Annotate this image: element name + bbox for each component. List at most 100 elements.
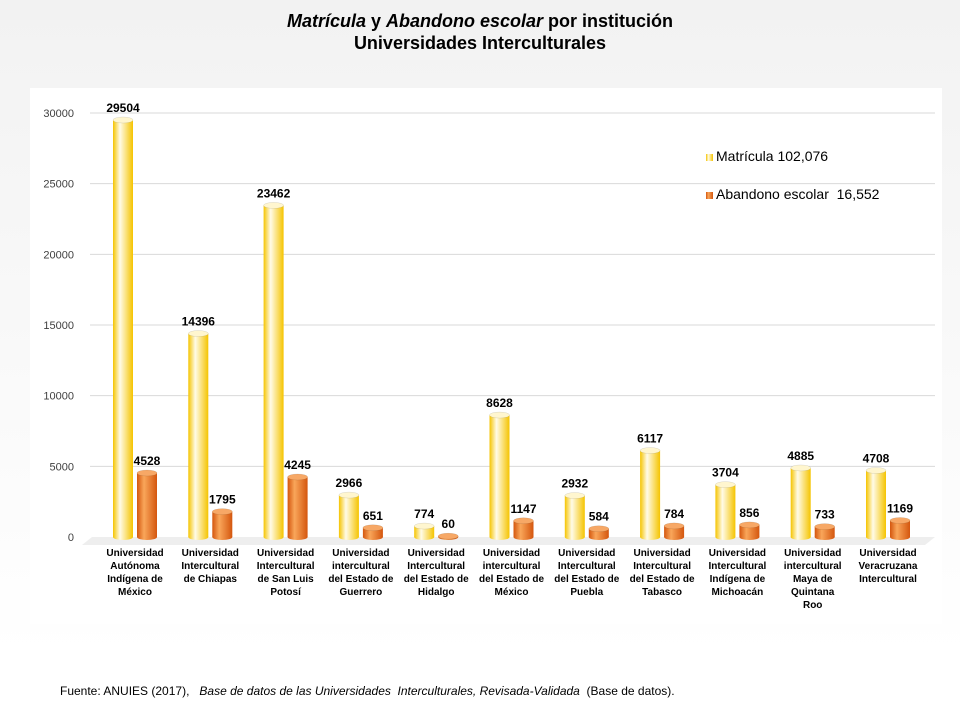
x-tick-label: Universidad Intercultural del Estado de Tab…	[630, 548, 695, 598]
x-tick-label-line: del Estado de	[328, 574, 393, 585]
y-tick-label: 30000	[43, 108, 74, 120]
title-line-2: Universidades Interculturales	[353, 33, 607, 53]
bar-matricula	[865, 467, 887, 540]
x-tick-label-line: Veracruzana	[859, 561, 918, 572]
bar-matricula	[338, 491, 360, 540]
title-por-institucion: por institución	[543, 11, 674, 31]
bar-abandono-body	[890, 520, 910, 537]
plot-panel: 0 5000 10000 15000 20000 25000 30000 29504 4528 U…	[30, 88, 942, 624]
x-tick-label-line: Universidad	[859, 548, 916, 559]
x-tick-label-line: Intercultural	[181, 561, 239, 572]
bar-matricula-body	[564, 495, 585, 537]
x-tick-label-line: Universidad	[106, 548, 163, 559]
bar-abandono-body	[362, 527, 383, 537]
bar-abandono	[287, 473, 308, 540]
x-tick-label-line: del Estado de	[404, 574, 469, 585]
data-label-matricula: 29504	[106, 101, 140, 115]
bar-abandono	[739, 521, 760, 540]
x-tick-label-line: Universidad	[633, 548, 690, 559]
bar-matricula-base	[715, 534, 736, 540]
x-tick-label-line: Quintana	[791, 587, 835, 598]
bar-abandono	[136, 469, 158, 540]
data-label-matricula: 4708	[863, 451, 890, 465]
bar-abandono-top	[739, 521, 760, 529]
bar-matricula	[639, 447, 661, 540]
bar-abandono-top	[212, 508, 233, 515]
data-label-matricula: 2966	[336, 476, 363, 490]
x-tick-label: Universidad intercultural Maya de Quintana R…	[784, 548, 842, 611]
x-tick-label-line: intercultural	[483, 561, 541, 572]
x-tick-label-line: Universidad	[408, 548, 465, 559]
x-tick-label-line: Intercultural	[407, 561, 465, 572]
x-tick-label-line: Potosí	[270, 587, 302, 598]
title-line-1: Matrícula y Abandono escolar por institu…	[0, 10, 960, 32]
bar-matricula	[263, 202, 284, 540]
bar-matricula-top	[263, 202, 284, 209]
x-tick-label: Universidad intercultural del Estado de Méx…	[479, 548, 544, 598]
bar-abandono-base	[513, 534, 534, 540]
x-tick-label-line: Michoacán	[712, 587, 764, 598]
bar-matricula-body	[263, 205, 284, 537]
bar-matricula-body	[414, 526, 435, 537]
data-label-abandono: 1795	[209, 493, 236, 507]
x-tick-label-line: Intercultural	[859, 574, 917, 585]
bar-abandono-top	[814, 523, 835, 530]
data-label-matricula: 6117	[637, 432, 663, 446]
x-tick-label-line: México	[118, 587, 152, 598]
bar-abandono-top	[663, 522, 685, 530]
x-tick-label-line: México	[495, 587, 529, 598]
data-label-abandono: 1169	[887, 501, 913, 515]
bar-abandono-body	[739, 524, 760, 537]
bar-abandono-body	[588, 528, 609, 537]
chart-canvas: 0 5000 10000 15000 20000 25000 30000 29504 4528 U…	[43, 101, 935, 611]
x-tick-label-line: Intercultural	[558, 561, 616, 572]
bar-abandono	[588, 525, 610, 540]
x-tick-label-line: Universidad	[483, 548, 540, 559]
data-label-abandono: 1147	[510, 502, 536, 516]
bar-matricula-base	[188, 534, 209, 540]
x-tick-label: Universidad Intercultural de Chiapas	[181, 548, 239, 585]
y-tick-label: 20000	[43, 249, 74, 261]
x-tick-label: Universidad intercultural del Estado de Gue…	[328, 548, 393, 598]
bar-abandono	[814, 523, 835, 540]
bar-abandono-top	[588, 525, 610, 532]
x-tick-label-line: Intercultural	[709, 561, 767, 572]
x-tick-label-line: Universidad	[182, 548, 239, 559]
bar-abandono-base	[664, 534, 685, 540]
bar-matricula-body	[866, 470, 886, 537]
bar-matricula-body	[188, 333, 209, 537]
bar-matricula-body	[338, 495, 359, 537]
bar-abandono-body	[814, 526, 835, 537]
bar-matricula-base	[338, 534, 359, 540]
data-label-abandono: 4528	[134, 454, 161, 468]
x-tick-label-line: de Chiapas	[184, 574, 238, 585]
bar-abandono-base	[890, 534, 910, 540]
data-label-abandono: 651	[363, 509, 383, 523]
bar-abandono-top	[889, 517, 911, 524]
bar-abandono-body	[212, 511, 233, 537]
bar-matricula-top	[413, 522, 435, 530]
source-note: Fuente: ANUIES (2017), Base de datos de …	[60, 684, 675, 698]
x-tick-label-line: Universidad	[558, 548, 615, 559]
bar-matricula-base	[640, 534, 661, 540]
data-label-abandono: 733	[815, 508, 835, 522]
bar-matricula	[715, 481, 736, 540]
x-tick-label-line: intercultural	[784, 561, 842, 572]
bar-matricula-body	[715, 484, 736, 537]
bar-abandono-base	[362, 534, 383, 540]
bar-abandono-top	[287, 473, 308, 481]
bar-abandono	[437, 532, 459, 540]
data-label-abandono: 784	[664, 507, 684, 521]
source-suffix: (Base de datos).	[586, 684, 675, 698]
x-tick-label-line: Universidad	[709, 548, 766, 559]
legend-swatch	[706, 192, 713, 199]
data-label-matricula: 23462	[257, 186, 291, 200]
y-tick-label: 0	[68, 532, 74, 544]
y-tick-label: 15000	[43, 320, 74, 332]
bar-matricula-body	[489, 415, 510, 537]
bar-abandono-body	[287, 477, 308, 537]
bar-matricula-base	[564, 534, 585, 540]
bar-matricula-base	[489, 534, 510, 540]
bar-abandono	[362, 524, 384, 540]
legend-swatch	[706, 154, 713, 161]
